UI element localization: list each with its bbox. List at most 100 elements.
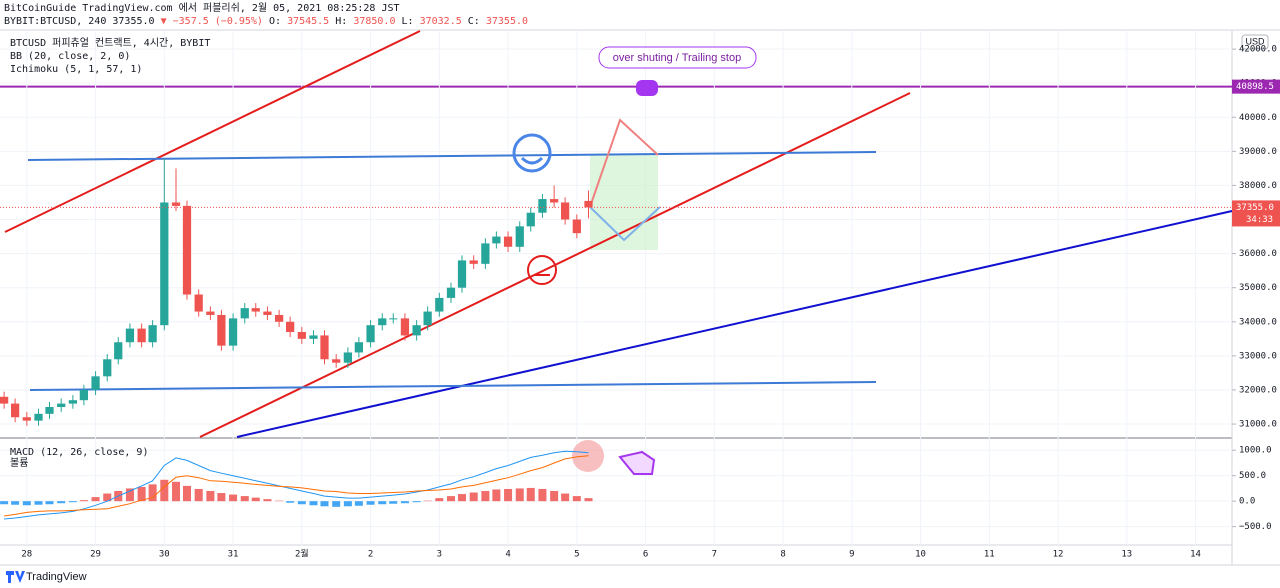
header-part: BYBIT:BTCUSD, 240 <box>4 16 106 27</box>
histogram-bar <box>435 498 444 502</box>
candle-body <box>286 321 295 333</box>
histogram-bar <box>400 501 409 504</box>
candle-body <box>182 205 192 295</box>
candle-body <box>217 314 226 346</box>
target-box <box>590 155 658 250</box>
histogram-bar <box>79 500 88 502</box>
trend-line <box>29 381 877 391</box>
histogram-bar <box>469 492 478 502</box>
candle-body <box>389 318 398 320</box>
hand-icon <box>618 450 656 475</box>
header-part: 37355.0 <box>112 16 154 27</box>
histogram-bar <box>148 484 157 502</box>
x-tick-label: 10 <box>915 550 926 560</box>
histogram-bar <box>275 500 284 502</box>
histogram-bar <box>137 486 146 502</box>
candle-body <box>0 396 9 404</box>
y-tick-label: 38000.0 <box>1239 181 1277 191</box>
pane-subtitle: 볼륨 <box>10 457 28 469</box>
histogram-bar <box>561 493 570 502</box>
candle-body <box>11 403 20 418</box>
candle-body <box>343 352 352 363</box>
header-part: O: <box>269 16 281 27</box>
x-tick-label: 2 <box>368 550 373 560</box>
candle-body <box>171 202 181 206</box>
x-tick-label: 30 <box>159 550 170 560</box>
trend-line <box>4 30 421 233</box>
arrow-path <box>589 118 659 208</box>
y-tick-label: −500.0 <box>1239 522 1272 532</box>
x-tick-label: 8 <box>780 550 785 560</box>
histogram-bar <box>366 501 375 505</box>
histogram-bar <box>251 497 260 502</box>
candle-body <box>22 417 31 421</box>
x-tick-label: 31 <box>228 550 239 560</box>
candle-body <box>366 325 375 343</box>
histogram-bar <box>504 488 513 502</box>
x-tick-label: 14 <box>1190 550 1201 560</box>
histogram-bar <box>68 501 77 503</box>
histogram-bar <box>297 501 306 505</box>
histogram-bar <box>160 479 169 502</box>
legend-entry: BTCUSD 퍼피츄얼 컨트랙트, 4시간, BYBIT <box>10 37 210 49</box>
candle-body <box>137 328 146 343</box>
candle-body <box>469 260 478 264</box>
candle-body <box>538 199 547 213</box>
histogram-bar <box>125 488 134 502</box>
candle-body <box>240 308 249 319</box>
histogram-bar <box>0 501 9 505</box>
candle-body <box>492 236 501 244</box>
candle-body <box>68 400 77 404</box>
x-tick-label: 2월 <box>295 548 309 560</box>
header-quote: BYBIT:BTCUSD, 240 37355.0 ▼ −357.5 (−0.9… <box>4 16 528 27</box>
x-tick-label: 11 <box>984 550 995 560</box>
candle-body <box>457 260 467 288</box>
y-tick-label: 31000.0 <box>1239 420 1277 430</box>
histogram-bar <box>572 496 581 502</box>
candle-body <box>79 389 88 401</box>
header-part: H: <box>335 16 347 27</box>
candle-body <box>275 314 284 322</box>
currency-badge[interactable] <box>1241 34 1269 50</box>
candle-body <box>412 325 421 336</box>
histogram-bar <box>103 493 112 502</box>
trend-line <box>236 210 1233 438</box>
histogram-bar <box>343 501 352 507</box>
histogram-bar <box>492 489 501 502</box>
header-part: L: <box>402 16 414 27</box>
x-tick-label: 28 <box>21 550 32 560</box>
x-tick-label: 6 <box>643 550 648 560</box>
x-tick-label: 4 <box>505 550 510 560</box>
x-tick-label: 7 <box>712 550 717 560</box>
candle-body <box>148 325 157 343</box>
x-tick-label: 9 <box>849 550 854 560</box>
candle-body <box>572 219 581 234</box>
pane-title: MACD (12, 26, close, 9) <box>10 447 148 458</box>
candle-body <box>561 202 570 220</box>
candle-body <box>584 200 593 208</box>
histogram-bar <box>515 488 524 502</box>
candle-body <box>354 342 363 353</box>
histogram-bar <box>332 501 341 507</box>
last-price-box <box>1232 200 1280 227</box>
histogram-bar <box>526 487 535 502</box>
x-tick-label: 13 <box>1121 550 1132 560</box>
histogram-bar <box>538 488 547 502</box>
legend-entry: BB (20, close, 2, 0) <box>10 51 130 62</box>
neutral-face <box>527 255 557 285</box>
currency[interactable]: USD <box>1245 36 1265 46</box>
histogram-bar <box>584 498 593 502</box>
candle-body <box>114 342 123 360</box>
x-tick-label: 12 <box>1053 550 1064 560</box>
candle-body <box>57 403 66 408</box>
happy-face <box>520 156 544 165</box>
candle-body <box>446 287 456 298</box>
header-part: 37850.0 <box>353 16 395 27</box>
annotation-text: over shuting / Trailing stop <box>613 52 741 64</box>
header-part: 37032.5 <box>420 16 462 27</box>
histogram-bar <box>182 485 192 502</box>
brand-logo <box>6 571 25 583</box>
histogram-bar <box>457 494 467 502</box>
candle-body <box>91 376 100 390</box>
